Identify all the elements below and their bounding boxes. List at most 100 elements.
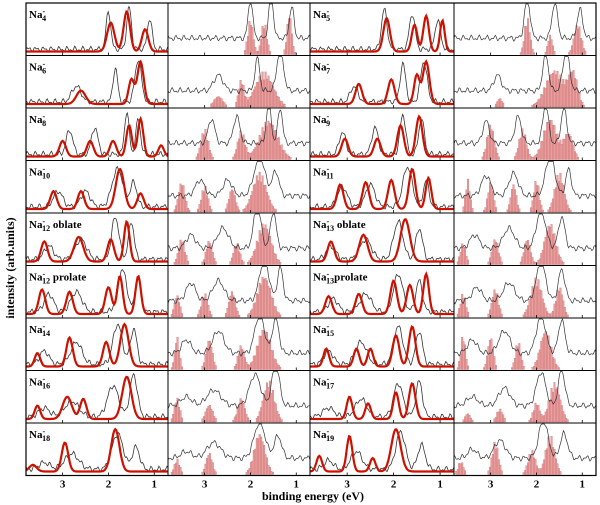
- experiment-curve-na18: [25, 431, 169, 473]
- experiment-curve-na7: [310, 61, 455, 105]
- histogram-bar: [496, 152, 499, 160]
- cluster-label-sub: 16: [42, 382, 50, 391]
- cluster-label-base: Na: [29, 62, 43, 74]
- cluster-label-base: Na: [313, 9, 327, 21]
- histogram-bar: [214, 261, 217, 265]
- experiment-curve-hist-na13-oblate: [453, 213, 597, 252]
- theory-curve-na5: [310, 13, 454, 53]
- histogram-bar: [582, 104, 585, 108]
- histogram-bar: [566, 419, 569, 423]
- histogram-bar: [211, 157, 214, 160]
- theory-curve-na6: [26, 59, 168, 106]
- cluster-label-sup: -: [42, 165, 45, 174]
- experiment-curve-hist-na7: [453, 56, 597, 95]
- histogram-bar: [213, 257, 216, 265]
- x-tick-label: 3: [202, 479, 208, 491]
- cluster-label-sub: 9: [326, 119, 330, 128]
- histogram-bar: [516, 204, 519, 213]
- histogram-bar: [471, 419, 474, 423]
- histogram-bar: [522, 366, 525, 370]
- panel-grid: Na-4 Na-5Na-6 Na-7Na-8 Na-9Na-10 Na-11Na-12 …: [25, 2, 597, 491]
- histogram-bar: [181, 366, 183, 370]
- histogram-bar: [236, 310, 239, 318]
- cluster-label-sup: -: [42, 375, 45, 384]
- histogram-bar: [214, 418, 217, 423]
- histogram-bar: [279, 366, 282, 370]
- histogram-bar: [289, 157, 292, 160]
- theory-curve-na18: [25, 427, 168, 473]
- histogram-bar: [207, 198, 210, 213]
- cluster-label-na7: Na-7: [313, 60, 330, 76]
- cluster-label-na17: Na-17: [313, 375, 334, 391]
- histogram-bar: [467, 259, 469, 265]
- histogram-bar: [211, 353, 214, 370]
- histogram-bar: [500, 313, 503, 318]
- x-tick-label: 1: [437, 479, 443, 491]
- theory-curve-na9: [310, 114, 454, 158]
- histogram-bar: [464, 246, 467, 265]
- cluster-label-na12-prolate: Na-12 prolate: [29, 270, 86, 286]
- cluster-label-sub: 6: [42, 67, 46, 76]
- theory-curve-na10: [26, 167, 168, 211]
- histogram-bar: [186, 260, 189, 265]
- histogram-bar: [537, 185, 540, 213]
- cluster-label-na9: Na-9: [313, 112, 330, 128]
- cluster-label-na13-oblate: Na-13 oblate: [313, 217, 366, 233]
- histogram-bar: [181, 417, 183, 423]
- cluster-label-base: Na: [313, 429, 327, 441]
- theory-curve-na17: [310, 382, 454, 421]
- x-tick-label: 1: [152, 479, 158, 491]
- histogram-bar: [515, 195, 518, 213]
- experiment-curve-na10: [25, 165, 168, 210]
- histogram-bar: [254, 47, 257, 55]
- histogram-bar: [292, 46, 295, 55]
- cluster-label-sub: 7: [326, 67, 330, 76]
- cluster-label-sub: 17: [326, 382, 334, 391]
- cluster-label-base: Na: [313, 324, 327, 336]
- cluster-label-na5: Na-5: [313, 7, 330, 23]
- histogram-bar: [569, 209, 572, 213]
- experiment-curve-hist-na12-prolate: [167, 266, 311, 304]
- x-tick-label: 3: [344, 479, 350, 491]
- histogram-bar: [562, 261, 565, 265]
- histogram-bar: [494, 365, 497, 370]
- histogram-bar: [500, 470, 503, 475]
- histogram-bar: [521, 360, 524, 370]
- cluster-label-sup: -: [326, 270, 329, 279]
- histogram-bar: [566, 314, 569, 318]
- histogram-bar: [518, 208, 521, 213]
- histogram-bar: [211, 462, 214, 475]
- histogram-bar: [465, 359, 468, 370]
- experiment-curve-na11: [309, 166, 455, 210]
- theory-curve-na7: [310, 59, 454, 106]
- cluster-label-na13-prolate: Na-13prolate: [313, 270, 368, 286]
- cluster-label-na19: Na-19: [313, 427, 334, 443]
- cluster-label-base: Na: [29, 377, 43, 389]
- histogram-bar: [179, 467, 182, 475]
- histogram-bar: [467, 311, 469, 318]
- x-tick-label: 2: [106, 479, 112, 491]
- histogram-bar: [225, 104, 227, 108]
- cluster-label-sub: 12: [42, 224, 50, 233]
- histogram-bar: [279, 314, 282, 318]
- histogram-bar: [242, 261, 245, 265]
- experiment-curve-hist-na12-oblate: [167, 213, 310, 252]
- histogram-bar: [291, 33, 293, 55]
- cluster-label-base: Na: [313, 272, 327, 284]
- experiment-curve-na14: [25, 323, 169, 368]
- y-axis-label: intensity (arb.units): [3, 217, 17, 318]
- cluster-label-sup: -: [326, 112, 329, 121]
- histogram-bar: [185, 201, 188, 213]
- cluster-label-base: Na: [313, 377, 327, 389]
- cluster-label-sup: -: [42, 217, 45, 226]
- cluster-label-sup: -: [326, 427, 329, 436]
- experiment-curve-na19: [309, 429, 455, 473]
- cluster-label-sub: 8: [42, 119, 46, 128]
- theory-curve-na11: [310, 167, 454, 211]
- histogram-bar: [559, 471, 562, 475]
- theory-curve-na16: [26, 375, 168, 421]
- cluster-label-sup: -: [42, 7, 45, 16]
- cluster-label-na14: Na-14: [29, 322, 50, 338]
- cluster-label-na16: Na-16: [29, 375, 50, 391]
